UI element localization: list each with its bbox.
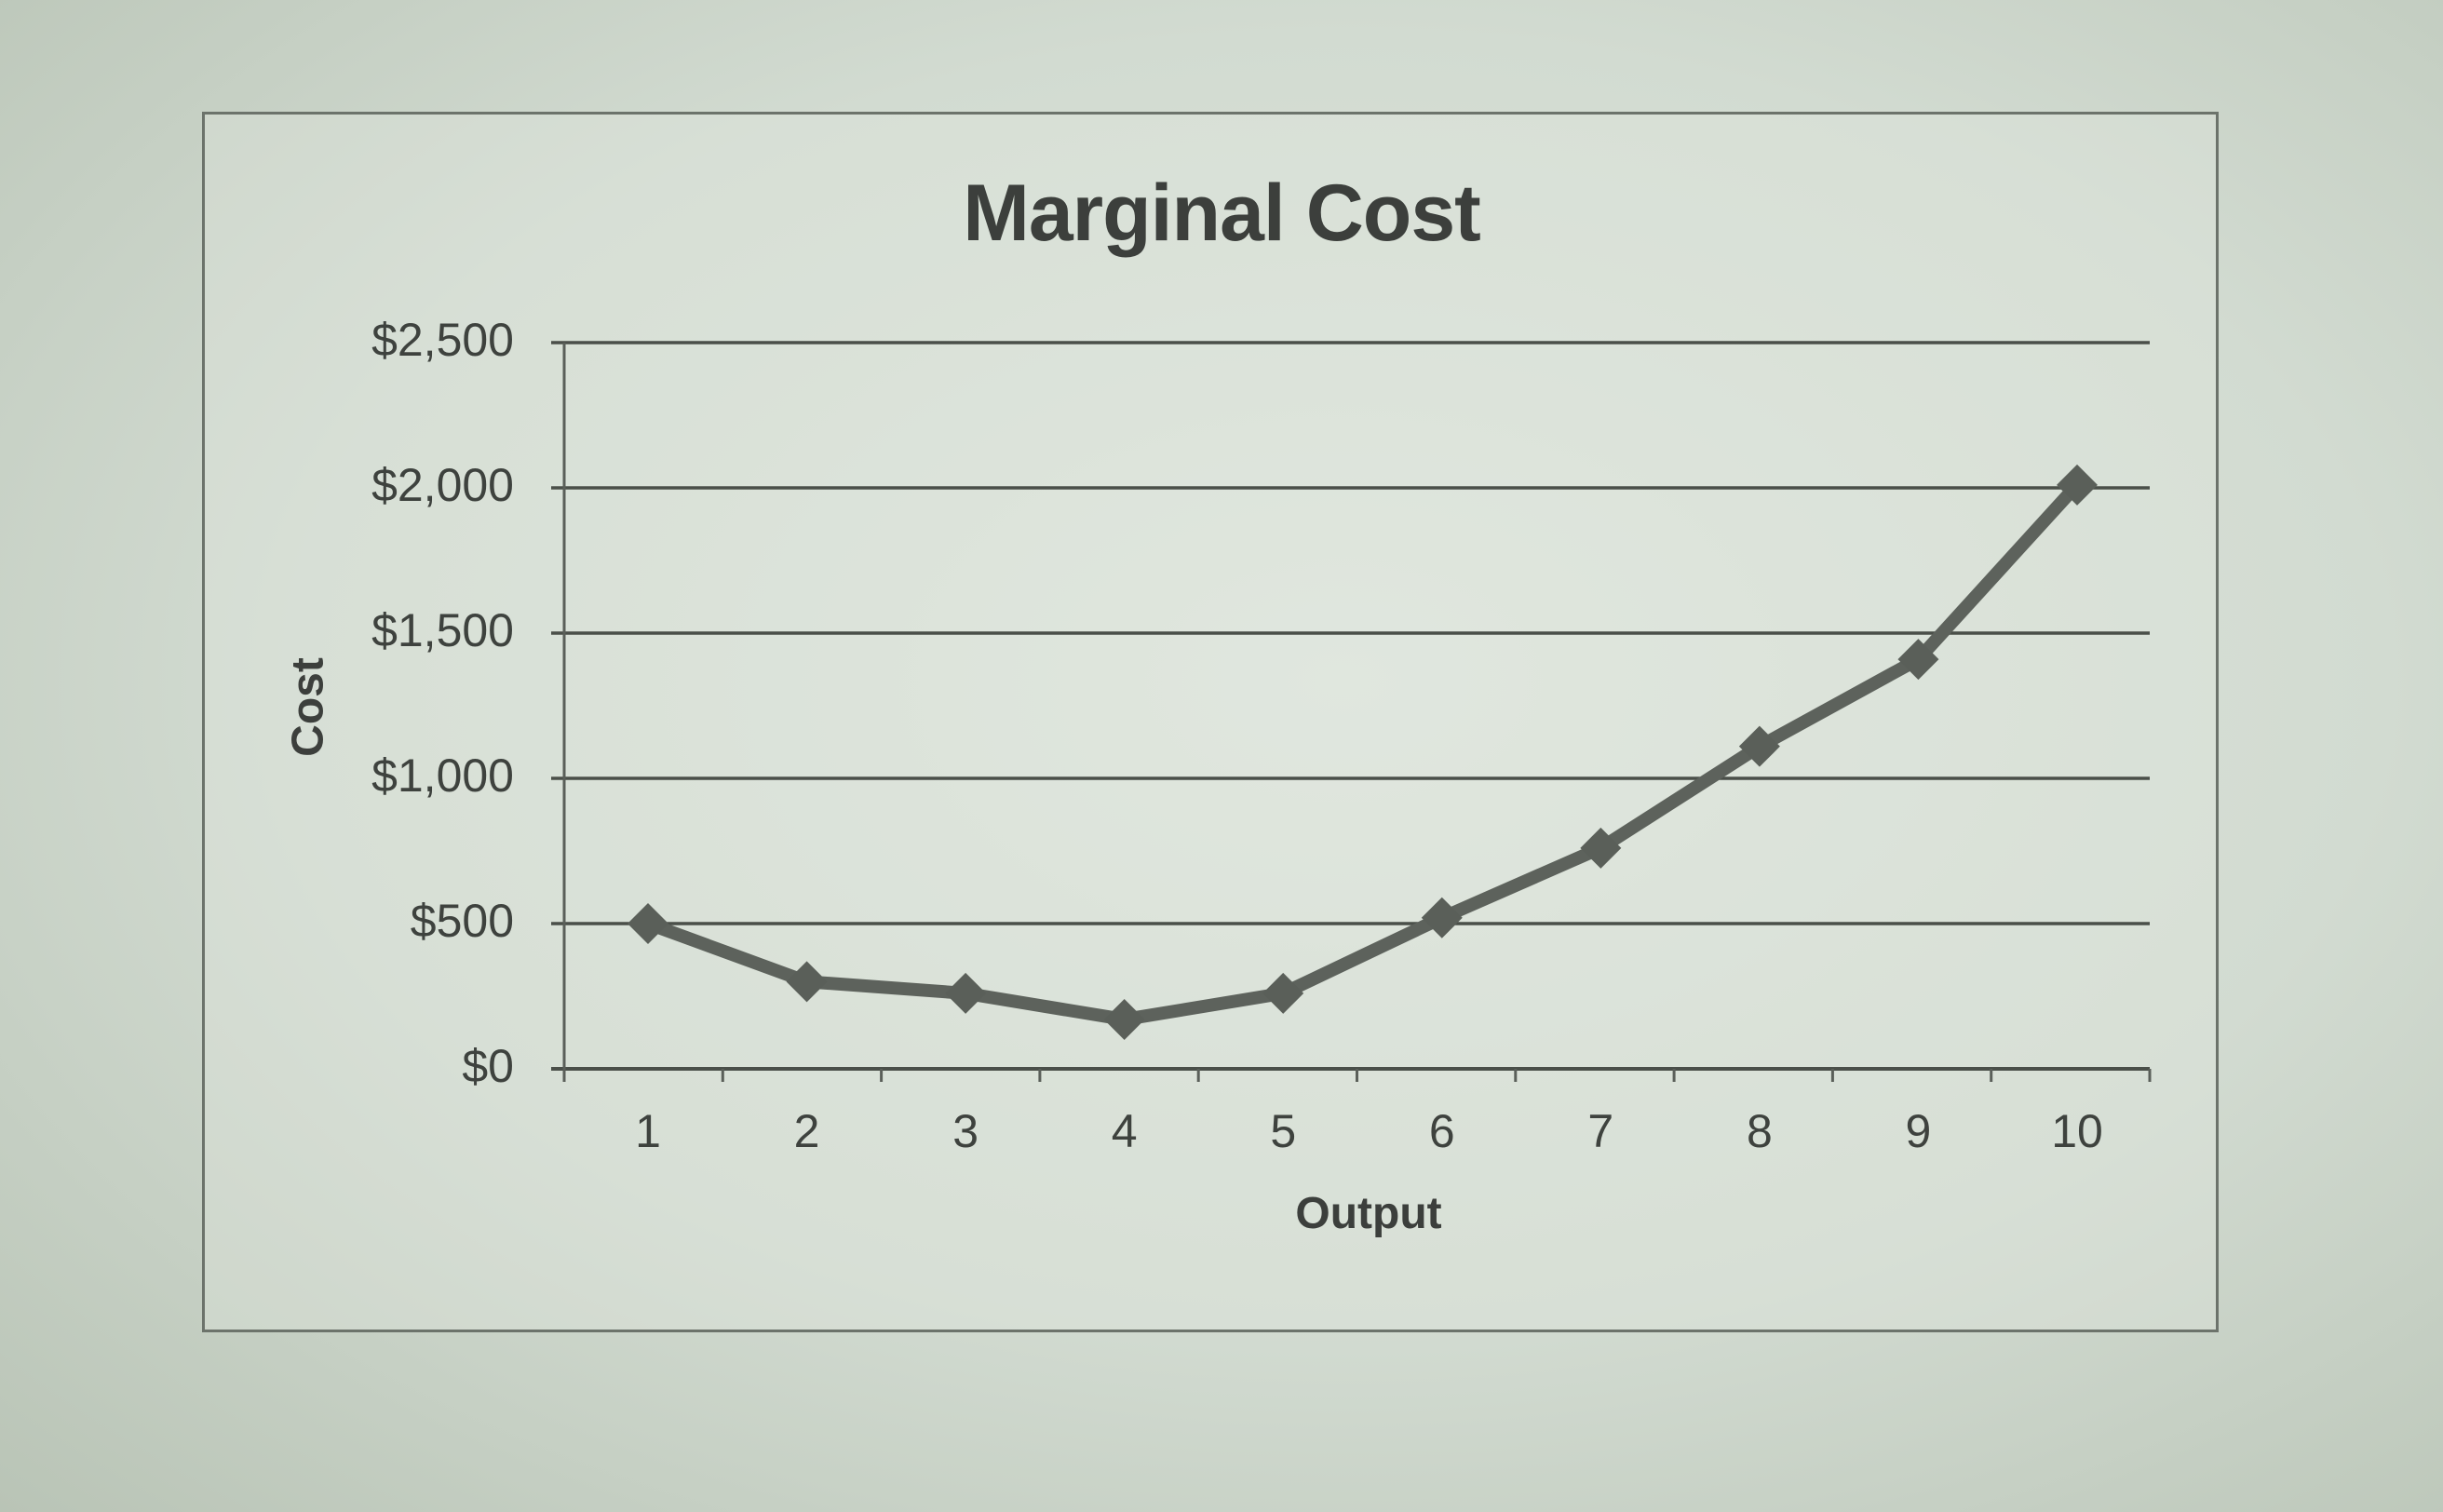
diamond-marker: [1421, 897, 1463, 938]
diamond-marker: [1897, 639, 1939, 681]
diamond-marker: [1262, 972, 1304, 1014]
x-tick-label: 2: [793, 1105, 820, 1157]
y-tick-label: $1,000: [371, 749, 514, 802]
axes: [562, 343, 2152, 1082]
y-tick-label: $0: [462, 1040, 514, 1092]
x-tick-label: 10: [2051, 1105, 2103, 1157]
series-line: [645, 480, 2083, 1026]
x-tick-label: 9: [1905, 1105, 1932, 1157]
x-tick-label: 3: [952, 1105, 979, 1157]
y-axis-title: Cost: [283, 657, 333, 757]
y-tick-label: $500: [410, 895, 514, 947]
diamond-marker: [945, 972, 987, 1014]
x-tick-label: 8: [1746, 1105, 1773, 1157]
diamond-marker: [1738, 725, 1780, 767]
diamond-marker: [1103, 998, 1145, 1040]
y-tick-label: $2,500: [371, 314, 514, 366]
diamond-marker: [2057, 464, 2098, 506]
data-series-line: [628, 464, 2098, 1040]
diamond-marker: [1580, 827, 1622, 869]
y-tick-label: $2,000: [371, 459, 514, 511]
gridlines: [551, 341, 2150, 1071]
x-tick-label: 6: [1428, 1105, 1455, 1157]
x-tick-label: 5: [1270, 1105, 1297, 1157]
x-tick-label: 4: [1111, 1105, 1138, 1157]
diamond-marker: [786, 961, 828, 1003]
y-tick-label: $1,500: [371, 604, 514, 656]
diamond-marker: [628, 903, 668, 944]
x-tick-label: 7: [1587, 1105, 1614, 1157]
x-axis-title: Output: [1295, 1189, 1442, 1238]
chart-frame: [202, 112, 2219, 1332]
x-tick-label: 1: [635, 1105, 661, 1157]
chart-title: Marginal Cost: [963, 169, 1481, 258]
